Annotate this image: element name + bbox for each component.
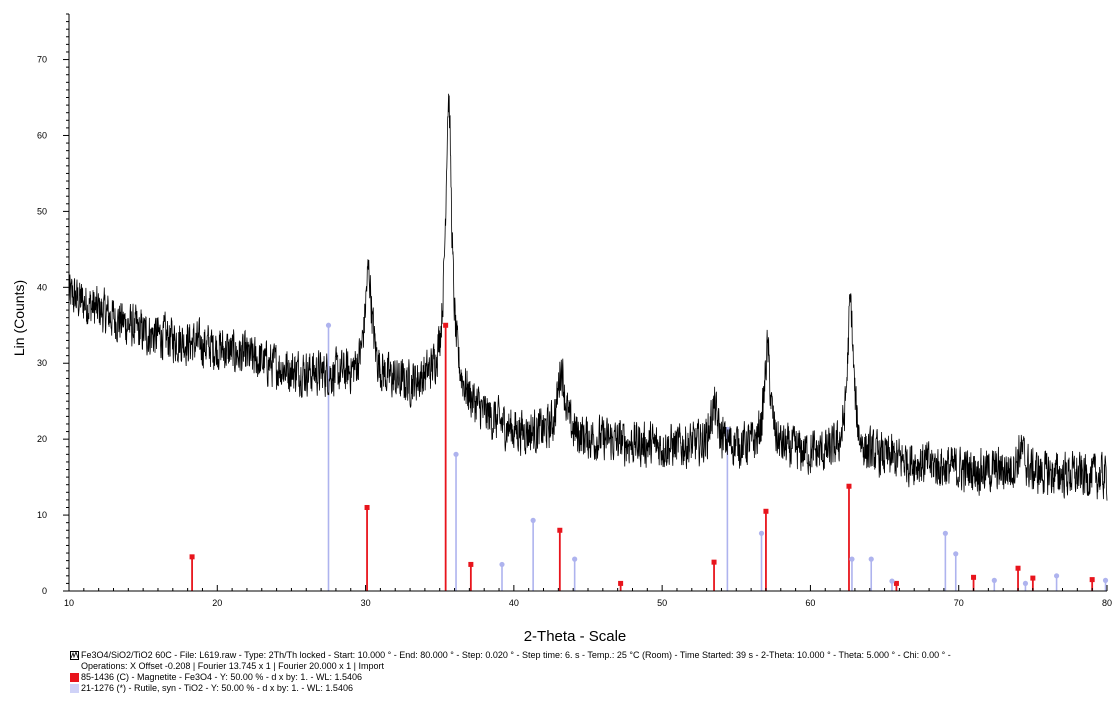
legend-entry-rutile: 21-1276 (*) - Rutile, syn - TiO2 - Y: 50… bbox=[70, 683, 1110, 694]
y-tick-label: 70 bbox=[37, 55, 47, 65]
magnetite-reference-marker bbox=[711, 559, 717, 565]
legend-sample-operations: Operations: X Offset -0.208 | Fourier 13… bbox=[81, 661, 384, 671]
rutile-reference-marker bbox=[499, 561, 505, 568]
magnetite-reference-marker bbox=[443, 322, 449, 328]
rutile-reference-marker bbox=[453, 451, 459, 457]
y-ticks: 0 10 20 30 40 50 60 70 bbox=[37, 13, 69, 596]
magnetite-reference-marker bbox=[557, 527, 563, 533]
y-tick-label: 50 bbox=[37, 206, 47, 216]
rutile-reference-marker bbox=[1053, 573, 1060, 579]
rutile-reference-marker bbox=[325, 322, 332, 328]
magnetite-reference-marker bbox=[846, 483, 852, 489]
magnetite-marker-icon bbox=[70, 673, 79, 682]
rutile-reference-marker bbox=[1102, 577, 1109, 583]
rutile-reference-marker bbox=[758, 530, 765, 536]
y-tick-label: 60 bbox=[37, 130, 47, 140]
y-tick-label: 40 bbox=[37, 282, 47, 292]
y-tick-label: 30 bbox=[37, 358, 47, 368]
legend-entry-sample: Fe3O4/SiO2/TiO2 60C - File: L619.raw - T… bbox=[70, 650, 1110, 661]
x-tick-label: 20 bbox=[212, 598, 222, 608]
rutile-reference-marker bbox=[572, 556, 578, 562]
legend-entry-magnetite: 85-1436 (C) - Magnetite - Fe3O4 - Y: 50.… bbox=[70, 672, 1110, 683]
rutile-reference-marker bbox=[991, 577, 997, 583]
magnetite-reference-marker bbox=[468, 561, 474, 567]
sample-pattern-icon bbox=[70, 651, 79, 660]
x-tick-label: 30 bbox=[361, 598, 371, 608]
x-tick-label: 50 bbox=[657, 598, 667, 608]
x-tick-label: 40 bbox=[509, 598, 519, 608]
legend-sample-text: Fe3O4/SiO2/TiO2 60C - File: L619.raw - T… bbox=[81, 650, 951, 660]
magnetite-reference-marker bbox=[1030, 575, 1036, 581]
rutile-reference-marker bbox=[942, 530, 948, 536]
rutile-reference-marker bbox=[889, 578, 895, 584]
rutile-marker-icon bbox=[70, 684, 79, 693]
legend-magnetite-text: 85-1436 (C) - Magnetite - Fe3O4 - Y: 50.… bbox=[81, 672, 362, 682]
x-tick-label: 60 bbox=[805, 598, 815, 608]
y-tick-label: 10 bbox=[37, 510, 47, 520]
magnetite-reference-marker bbox=[1089, 577, 1095, 583]
x-tick-label: 80 bbox=[1102, 598, 1112, 608]
x-axis-label: 2-Theta - Scale bbox=[524, 628, 627, 645]
magnetite-reference-marker bbox=[971, 574, 977, 580]
legend-rutile-text: 21-1276 (*) - Rutile, syn - TiO2 - Y: 50… bbox=[81, 683, 353, 693]
x-ticks: 10 20 30 40 50 60 70 80 bbox=[64, 585, 1112, 608]
magnetite-reference-marker bbox=[189, 554, 195, 560]
x-tick-label: 10 bbox=[64, 598, 74, 608]
magnetite-reference-marker bbox=[618, 580, 624, 586]
magnetite-reference-marker bbox=[763, 508, 769, 514]
rutile-reference-marker bbox=[1022, 580, 1029, 587]
rutile-reference-marker bbox=[849, 556, 855, 562]
magnetite-reference-marker bbox=[364, 504, 370, 510]
magnetite-reference-marker bbox=[893, 580, 899, 586]
xrd-chart: 10 20 30 40 50 60 70 80 0 10 20 30 40 50 60 70 2-Theta… bbox=[11, 13, 1112, 645]
legend: Fe3O4/SiO2/TiO2 60C - File: L619.raw - T… bbox=[70, 650, 1110, 694]
y-tick-label: 20 bbox=[37, 434, 47, 444]
reference-patterns bbox=[189, 322, 1109, 591]
x-tick-label: 70 bbox=[954, 598, 964, 608]
y-tick-label: 0 bbox=[42, 586, 47, 596]
y-axis-label: Lin (Counts) bbox=[11, 280, 27, 356]
rutile-reference-marker bbox=[530, 517, 536, 523]
rutile-reference-marker bbox=[953, 551, 959, 557]
diffraction-pattern-line bbox=[68, 93, 1108, 501]
magnetite-reference-marker bbox=[1015, 565, 1021, 571]
rutile-reference-marker bbox=[868, 556, 874, 562]
